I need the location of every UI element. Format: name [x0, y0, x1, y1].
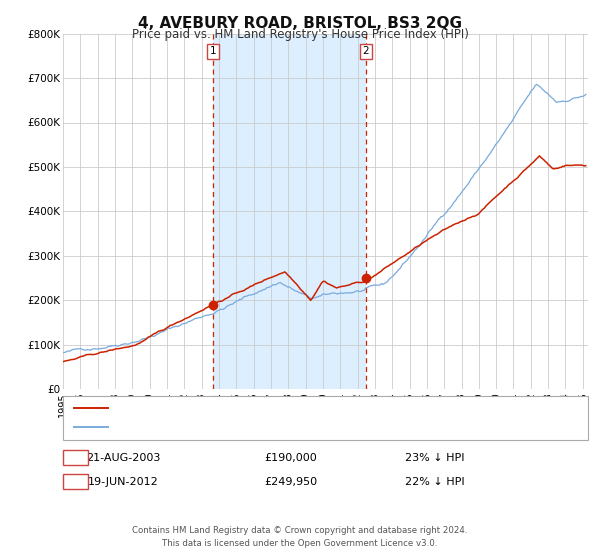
Text: 19-JUN-2012: 19-JUN-2012 [88, 477, 158, 487]
Text: 4, AVEBURY ROAD, BRISTOL, BS3 2QG: 4, AVEBURY ROAD, BRISTOL, BS3 2QG [138, 16, 462, 31]
Text: 2: 2 [362, 46, 369, 57]
Text: 23% ↓ HPI: 23% ↓ HPI [405, 452, 465, 463]
Text: Contains HM Land Registry data © Crown copyright and database right 2024.: Contains HM Land Registry data © Crown c… [132, 526, 468, 535]
Text: £190,000: £190,000 [265, 452, 317, 463]
Text: This data is licensed under the Open Government Licence v3.0.: This data is licensed under the Open Gov… [163, 539, 437, 548]
Text: 1: 1 [209, 46, 216, 57]
Text: 2: 2 [72, 477, 79, 487]
Bar [213, 34, 365, 389]
Text: 1: 1 [72, 452, 79, 463]
Text: 21-AUG-2003: 21-AUG-2003 [86, 452, 160, 463]
Text: Price paid vs. HM Land Registry's House Price Index (HPI): Price paid vs. HM Land Registry's House … [131, 28, 469, 41]
Text: 22% ↓ HPI: 22% ↓ HPI [405, 477, 465, 487]
Text: 4, AVEBURY ROAD, BRISTOL, BS3 2QG (detached house): 4, AVEBURY ROAD, BRISTOL, BS3 2QG (detac… [115, 403, 409, 413]
Text: £249,950: £249,950 [265, 477, 317, 487]
Text: HPI: Average price, detached house, City of Bristol: HPI: Average price, detached house, City… [115, 422, 379, 432]
